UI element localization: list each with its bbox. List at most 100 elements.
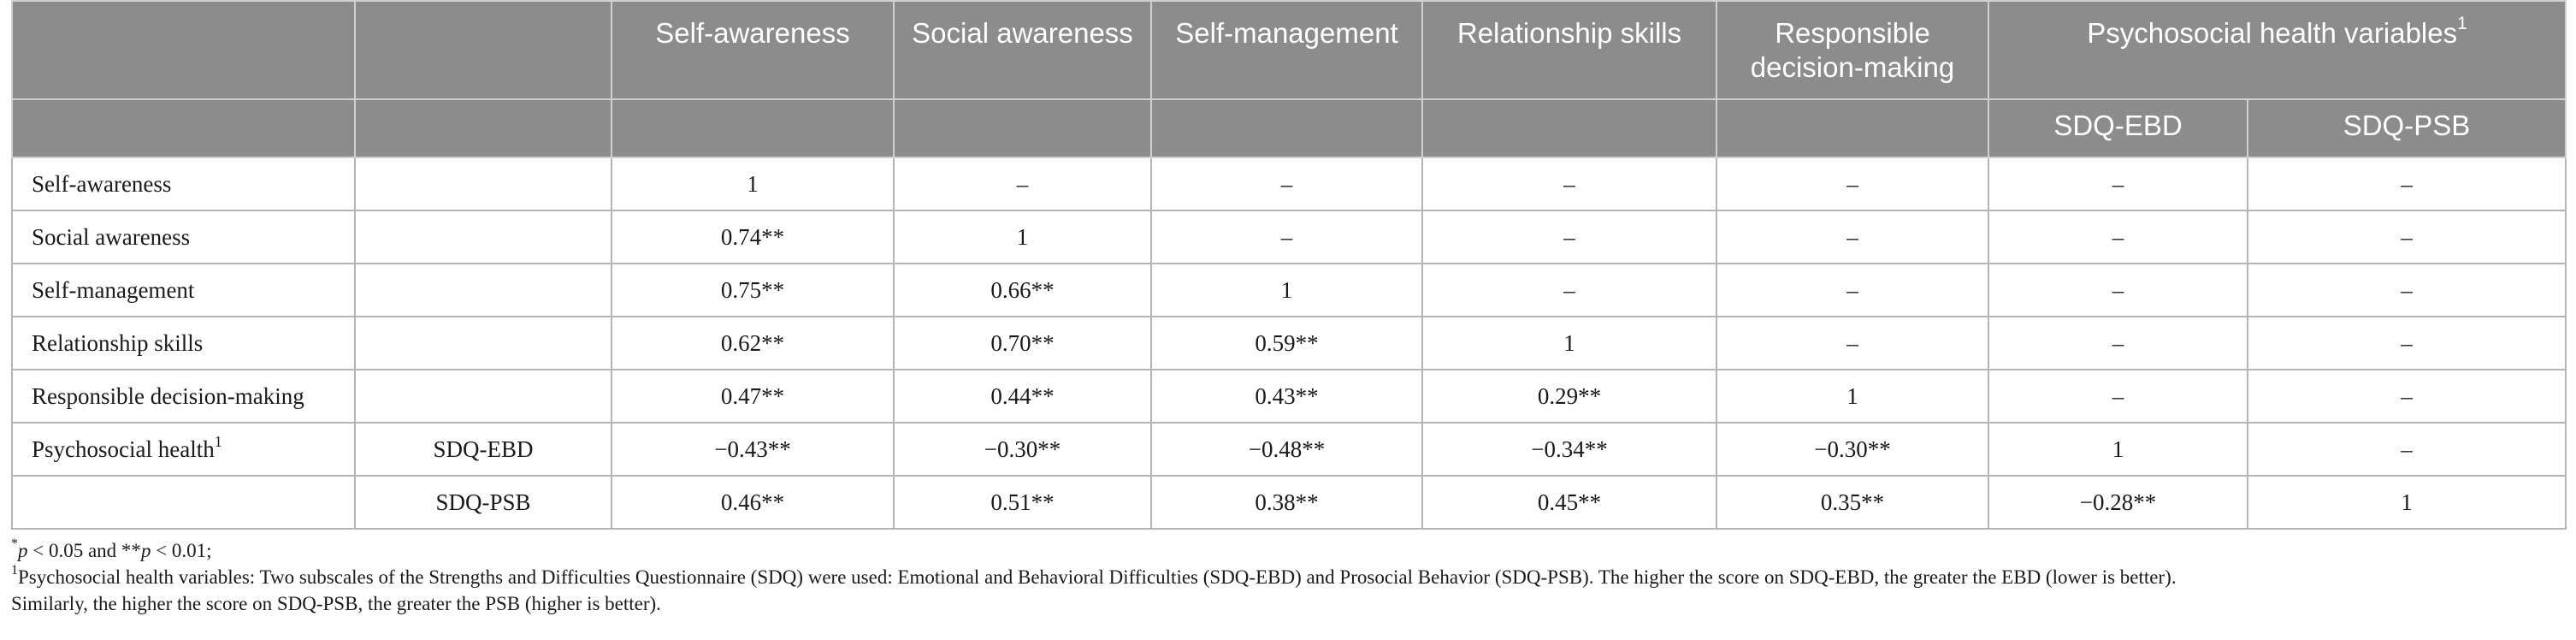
correlation-cell: – [1988,316,2248,370]
row-label-text: Relationship skills [32,329,204,356]
table-row: Psychosocial health1 SDQ-EBD −0.43** −0.30*… [11,422,2567,477]
header-responsible-decision-making: Responsible decision-making [1716,0,1989,100]
correlation-cell: 1 [611,157,895,211]
header-psychosocial-footnote-mark: 1 [2457,14,2467,33]
correlation-cell: −0.28** [1988,475,2248,530]
subheader-cell-blank [11,98,356,158]
subheader-cell-blank [354,98,612,158]
correlation-cell: 0.62** [611,316,895,370]
correlation-cell: 0.74** [611,210,895,264]
correlation-cell: – [893,157,1152,211]
correlation-cell: 1 [893,210,1152,264]
correlation-cell: – [2247,210,2567,264]
correlation-cell: −0.34** [1421,422,1717,477]
correlation-cell: −0.30** [893,422,1152,477]
correlation-cell: −0.48** [1150,422,1423,477]
correlation-cell: – [2247,263,2567,317]
correlation-cell: 1 [1716,369,1989,424]
footnote-psychosocial-continued: Similarly, the higher the score on SDQ-P… [11,593,661,614]
row-label-text: Responsible decision-making [32,382,304,409]
row-sublabel [354,369,612,424]
correlation-cell: 1 [1150,263,1423,317]
table-row: Social awareness 0.74** 1– – – – – [11,210,2567,264]
correlation-cell: – [1716,157,1989,211]
subheader-sdq-ebd: SDQ-EBD [1988,98,2248,158]
row-label-text: Self-management [32,276,195,303]
footnote-psychosocial: 1Psychosocial health variables: Two subs… [11,563,2177,588]
correlation-cell: 1 [1988,422,2248,477]
header-row-sub: SDQ-EBD SDQ-PSB [11,98,2567,158]
subheader-cell-blank [1716,98,1989,158]
header-psychosocial-label: Psychosocial health variables [2087,17,2458,49]
header-psychosocial-health-variables: Psychosocial health variables1 [1988,0,2567,100]
table-body: Self-awareness 1– – – – – – Social awareness 0.7… [11,157,2567,530]
subheader-cell-blank [1421,98,1717,158]
correlation-table-container: Self-awareness Social awareness Self-man… [11,0,2567,530]
correlation-cell: 1 [2247,475,2567,530]
correlation-cell: – [1150,210,1423,264]
row-label [11,475,356,530]
table-row: Responsible decision-making 0.47** 0.44** 0… [11,369,2567,424]
row-label: Self-management [11,263,356,317]
header-social-awareness: Social awareness [893,0,1152,100]
correlation-cell: – [2247,157,2567,211]
header-cell-blank [354,0,612,100]
header-relationship-skills: Relationship skills [1421,0,1717,100]
correlation-cell: – [2247,316,2567,370]
correlation-cell: – [1421,210,1717,264]
correlation-cell: – [1150,157,1423,211]
correlation-cell: 0.70** [893,316,1152,370]
correlation-cell: 0.75** [611,263,895,317]
row-label: Self-awareness [11,157,356,211]
subheader-sdq-psb: SDQ-PSB [2247,98,2567,158]
correlation-cell: – [1421,157,1717,211]
correlation-cell: – [1988,263,2248,317]
subheader-cell-blank [611,98,895,158]
row-label: Responsible decision-making [11,369,356,424]
correlation-cell: 0.35** [1716,475,1989,530]
header-self-awareness: Self-awareness [611,0,895,100]
row-label-text: Psychosocial health [32,436,215,462]
correlation-cell: – [1716,263,1989,317]
correlation-cell: 0.46** [611,475,895,530]
correlation-table: Self-awareness Social awareness Self-man… [11,0,2567,530]
correlation-cell: 0.59** [1150,316,1423,370]
correlation-cell: −0.30** [1716,422,1989,477]
table-row: Relationship skills 0.62** 0.70** 0.59** 1– –… [11,316,2567,370]
row-label-footnote-mark: 1 [214,432,222,450]
row-sublabel [354,316,612,370]
correlation-cell: – [1988,210,2248,264]
table-row: SDQ-PSB 0.46** 0.51** 0.38** 0.45** 0.35** −0.… [11,475,2567,530]
correlation-cell: 0.44** [893,369,1152,424]
correlation-cell: – [1716,316,1989,370]
correlation-cell: −0.43** [611,422,895,477]
correlation-cell: 0.29** [1421,369,1717,424]
correlation-cell: – [1988,369,2248,424]
correlation-cell: 0.38** [1150,475,1423,530]
correlation-cell: 0.43** [1150,369,1423,424]
row-label-text: Social awareness [32,223,191,250]
correlation-cell: 0.45** [1421,475,1717,530]
subheader-cell-blank [1150,98,1423,158]
row-label: Psychosocial health1 [11,422,356,477]
correlation-cell: – [1716,210,1989,264]
correlation-cell: 0.47** [611,369,895,424]
correlation-cell: – [1988,157,2248,211]
table-row: Self-awareness 1– – – – – – [11,157,2567,211]
row-sublabel [354,263,612,317]
row-label: Social awareness [11,210,356,264]
row-sublabel [354,210,612,264]
correlation-cell: – [2247,369,2567,424]
correlation-cell: 0.51** [893,475,1152,530]
subheader-cell-blank [893,98,1152,158]
row-label-text: Self-awareness [32,170,172,197]
correlation-cell: – [2247,422,2567,477]
row-label: Relationship skills [11,316,356,370]
correlation-cell: 1 [1421,316,1717,370]
table-footnotes: *p < 0.05 and **p < 0.01; 1Psychosocial … [11,537,2565,617]
correlation-cell: – [1421,263,1717,317]
header-cell-blank [11,0,356,100]
row-sublabel: SDQ-EBD [354,422,612,477]
row-sublabel [354,157,612,211]
table-row: Self-management 0.75** 0.66** 1– – – – [11,263,2567,317]
